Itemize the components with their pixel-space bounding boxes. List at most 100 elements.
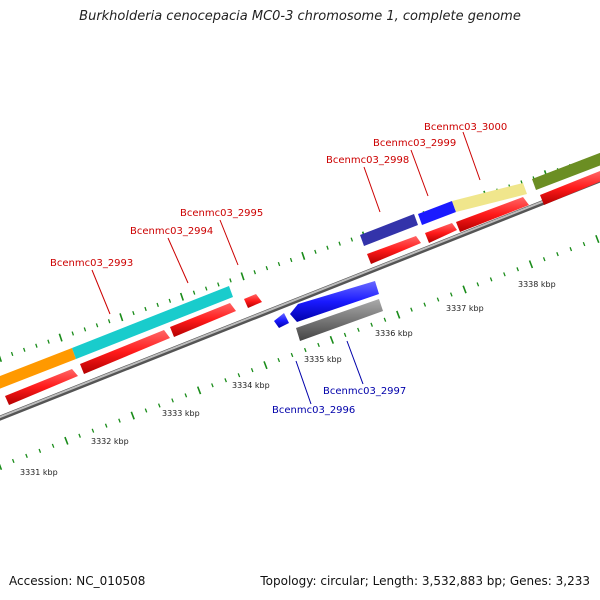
cds-arrow	[456, 197, 529, 232]
scale-tick	[370, 322, 373, 327]
scale-tick	[277, 261, 281, 267]
gene-label[interactable]: Bcenmc03_3000	[424, 122, 507, 133]
pseudo-feature	[296, 299, 383, 341]
scale-tick	[132, 310, 135, 316]
scale-tick	[157, 403, 161, 408]
scale-tick	[556, 252, 559, 257]
scale-tick	[301, 251, 306, 260]
scale-tick	[423, 302, 427, 307]
scale-tick	[343, 332, 347, 337]
cog-segment	[0, 348, 76, 389]
backbone	[0, 177, 600, 421]
scale-tick	[10, 351, 14, 357]
scale-tick	[326, 245, 329, 250]
scale-tick	[516, 267, 520, 272]
scale-tick	[290, 352, 294, 358]
scale-tick	[314, 249, 317, 254]
scale-tick	[0, 355, 3, 363]
scale-tick	[317, 342, 320, 348]
gene-label[interactable]: Bcenmc03_2996	[272, 405, 355, 416]
scale-tick	[83, 327, 87, 332]
cds-arrow	[80, 330, 170, 374]
scale-tick	[489, 277, 493, 282]
scale-tick	[240, 272, 245, 281]
scale-tick	[277, 357, 281, 363]
gene-label[interactable]: Bcenmc03_2994	[130, 226, 213, 237]
scale-tick	[217, 282, 220, 287]
scale-label: 3338 kbp	[518, 280, 556, 289]
scale-tick	[224, 378, 227, 383]
gene-label[interactable]: Bcenmc03_2998	[326, 155, 409, 166]
accession-text: Accession: NC_010508	[9, 574, 146, 588]
cds-arrow	[540, 171, 600, 205]
scale-tick	[338, 241, 341, 246]
scale-tick	[119, 313, 124, 322]
scale-tick	[263, 361, 268, 370]
scale-tick	[179, 292, 184, 301]
scale-label: 3337 kbp	[446, 304, 484, 313]
scale-tick	[168, 298, 172, 303]
scale-tick	[410, 307, 413, 312]
scale-tick	[436, 297, 440, 302]
scale-tick	[289, 257, 293, 263]
scale-tick	[192, 290, 196, 295]
gene-label[interactable]: Bcenmc03_2997	[323, 386, 406, 397]
cog-segment	[360, 214, 418, 246]
scale-tick	[184, 393, 188, 398]
scale-tick	[462, 285, 467, 294]
scale-tick	[211, 383, 214, 388]
map-title: Burkholderia cenocepacia MC0-3 chromosom…	[79, 9, 521, 24]
cds-arrow	[5, 369, 78, 405]
cds-arrow	[170, 303, 236, 337]
scale-tick	[71, 331, 75, 336]
scale-tick	[130, 411, 135, 420]
reverse-cds-track	[274, 281, 383, 341]
cog-segment	[452, 183, 527, 212]
cog-segment	[532, 152, 600, 190]
gene-label[interactable]: Bcenmc03_2995	[180, 208, 263, 219]
scale-tick	[237, 373, 241, 378]
cds-arrow-reverse	[290, 281, 379, 322]
scale-tick	[396, 310, 401, 319]
gene-label[interactable]: Bcenmc03_2993	[50, 258, 133, 269]
scale-tick	[229, 278, 232, 283]
scale-tick	[569, 247, 573, 252]
scale-tick	[47, 339, 50, 344]
scale-tick	[144, 408, 148, 413]
cds-arrow	[425, 223, 457, 243]
scale-tick	[196, 386, 202, 395]
scale-tick	[528, 260, 534, 269]
scale-label: 3333 kbp	[162, 409, 200, 418]
scale-tick	[23, 347, 26, 352]
scale-labels: 3331 kbp 3332 kbp 3333 kbp 3334 kbp 3335…	[20, 280, 556, 477]
cog-band	[0, 152, 600, 389]
scale-tick	[329, 335, 335, 344]
scale-tick	[265, 266, 269, 271]
scale-tick	[91, 428, 95, 433]
scale-tick	[595, 234, 600, 244]
scale-tick	[0, 463, 3, 471]
gene-label[interactable]: Bcenmc03_2999	[373, 138, 456, 149]
scale-label: 3331 kbp	[20, 468, 58, 477]
cds-arrow-reverse	[274, 313, 289, 328]
topology-text: Topology: circular; Length: 3,532,883 bp…	[260, 574, 590, 588]
cds-arrow	[367, 236, 421, 264]
scale-tick	[582, 241, 586, 247]
scale-tick	[51, 443, 55, 448]
scale-label: 3335 kbp	[304, 355, 342, 364]
scale-tick	[107, 319, 111, 324]
scale-tick-track	[0, 234, 600, 471]
scale-tick	[303, 347, 307, 353]
scale-tick	[350, 237, 354, 242]
scale-tick	[449, 292, 453, 297]
gene-labels: Bcenmc03_2993 Bcenmc03_2994 Bcenmc03_299…	[50, 122, 507, 416]
scale-tick	[64, 436, 69, 445]
scale-tick	[11, 458, 15, 464]
scale-tick	[104, 423, 108, 428]
cog-segment	[72, 286, 233, 359]
scale-tick	[253, 270, 257, 275]
cog-segment	[418, 201, 456, 225]
scale-tick	[204, 286, 208, 291]
forward-cds-track	[5, 171, 600, 405]
